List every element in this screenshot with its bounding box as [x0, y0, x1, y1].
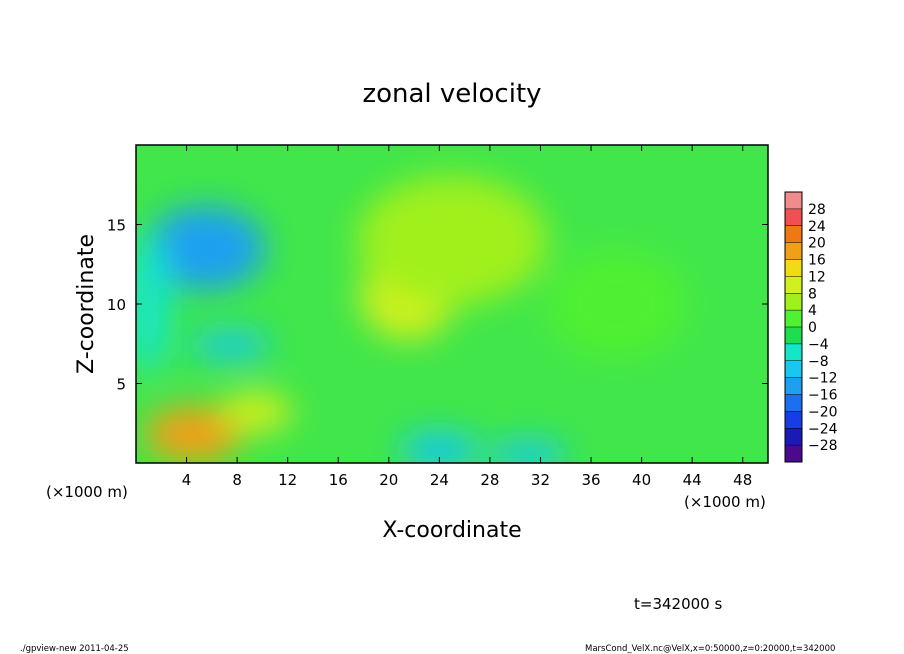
colorbar-segment — [785, 428, 802, 446]
field-feature — [487, 441, 568, 463]
colorbar-label: −12 — [808, 371, 838, 387]
colorbar-label: 4 — [808, 303, 817, 319]
x-tick-label: 12 — [278, 471, 297, 489]
x-tick-label: 32 — [531, 471, 550, 489]
x-axis: 4 8 12 16 20 24 28 32 36 40 44 48 — [182, 145, 752, 489]
colorbar-label: −28 — [808, 438, 838, 454]
colorbar-label: 24 — [808, 219, 826, 235]
field-feature — [357, 175, 547, 306]
colorbar-segment — [785, 293, 802, 311]
colorbar-segment — [785, 445, 802, 462]
field-feature — [220, 392, 293, 433]
footer-right: MarsCond_VelX.nc@VelX,x=0:50000,z=0:2000… — [585, 644, 835, 654]
colorbar-label: −20 — [808, 404, 838, 420]
colorbar-segment — [785, 394, 802, 412]
colorbar-segment — [785, 327, 802, 344]
y-tick-label: 15 — [107, 217, 126, 235]
colorbar-segment — [785, 225, 802, 243]
x-tick-label: 40 — [632, 471, 651, 489]
y-tick-label: 5 — [116, 376, 126, 394]
colorbar-segment — [785, 259, 802, 277]
colorbar-segment — [785, 310, 802, 327]
colorbar-label: 16 — [808, 253, 826, 269]
colorbar-label: −4 — [808, 337, 829, 353]
colorbar-label: 12 — [808, 269, 826, 285]
chart-title: zonal velocity — [362, 79, 541, 109]
field-feature — [145, 206, 266, 291]
x-tick-label: 36 — [581, 471, 600, 489]
colorbar-segment — [785, 276, 802, 294]
colorbar-label: −8 — [808, 354, 829, 370]
colorbar-label: 20 — [808, 236, 826, 252]
colorbar-label: 28 — [808, 202, 826, 218]
field-feature — [190, 331, 271, 360]
footer-left: ./gpview-new 2011-04-25 — [20, 644, 129, 654]
plot-area — [136, 145, 768, 463]
colorbar-segment — [785, 377, 802, 395]
time-label: t=342000 s — [634, 595, 722, 613]
colorbar-label: 0 — [808, 320, 817, 336]
colorbar-label: 8 — [808, 286, 817, 302]
field-feature — [144, 406, 241, 463]
colorbar-segment — [785, 242, 802, 260]
x-unit-label: (×1000 m) — [46, 483, 128, 501]
y-tick-label: 10 — [107, 296, 126, 314]
colorbar-segment — [785, 360, 802, 378]
x-tick-label: 44 — [683, 471, 702, 489]
x-tick-label: 20 — [379, 471, 398, 489]
x-tick-label: 8 — [232, 471, 242, 489]
colorbar-segment — [785, 192, 802, 209]
x-unit-label-right: (×1000 m) — [684, 493, 766, 511]
x-tick-label: 16 — [329, 471, 348, 489]
y-axis-label: Z-coordinate — [74, 234, 99, 374]
colorbar-segment — [785, 343, 802, 361]
colorbar-label: −16 — [808, 388, 838, 404]
x-tick-label: 28 — [480, 471, 499, 489]
x-tick-label: 48 — [733, 471, 752, 489]
x-tick-label: 4 — [182, 471, 192, 489]
x-axis-label: X-coordinate — [382, 518, 521, 543]
colorbar-segment — [785, 208, 802, 226]
colorbar-label: −24 — [808, 421, 838, 437]
x-tick-label: 24 — [430, 471, 449, 489]
field-feature — [546, 249, 687, 359]
field-feature — [399, 432, 480, 463]
velocity-field — [136, 175, 687, 463]
field-feature — [136, 234, 171, 374]
y-axis: 5 10 15 — [107, 217, 768, 394]
colorbar-segment — [785, 411, 802, 429]
